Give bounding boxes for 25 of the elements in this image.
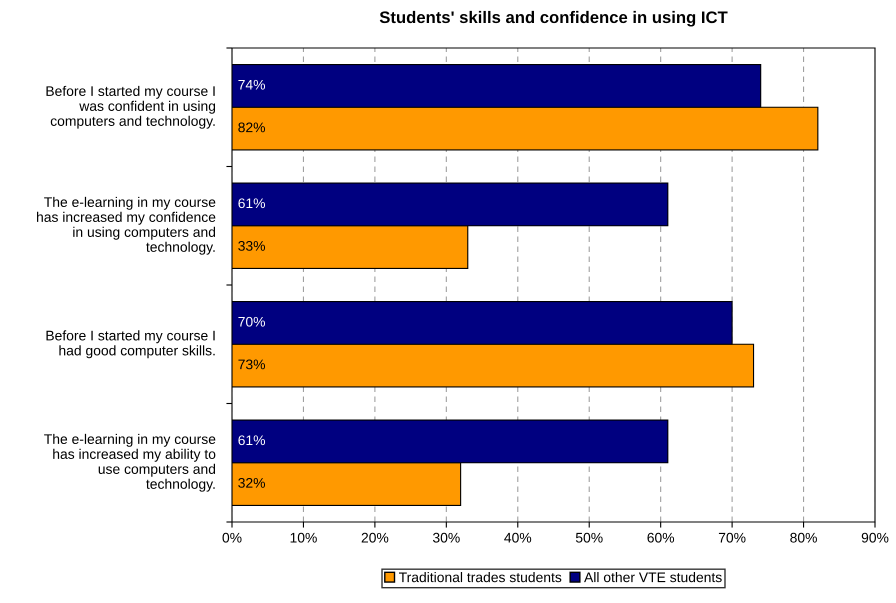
x-tick-label: 60% [647,532,674,543]
x-tick-label: 0% [222,532,242,543]
x-tick-label: 20% [362,532,388,543]
data-label: 82% [238,122,266,132]
data-label: 70% [238,316,266,327]
x-tick-label: 10% [290,532,317,543]
x-tick-label: 80% [790,532,817,543]
data-label: 74% [238,80,266,90]
y-tick-label: Before I started my course I was confident in using computers and technology. [46,86,216,129]
x-tick-label: 50% [576,532,603,543]
x-tick-label: 30% [432,532,460,543]
legend-label: All other VTE students [584,572,722,582]
data-label: 61% [238,198,266,208]
x-tick-label: 40% [504,532,532,543]
data-label: 61% [238,435,266,446]
data-label: 73% [238,359,266,370]
y-tick-label: Before I started my course I had good computer skills. [46,330,215,358]
data-label: 32% [238,478,266,488]
chart-title: Students' skills and confidence in using ICT [380,10,728,27]
x-tick-label: 70% [718,532,746,543]
y-tick-label: The e-learning in my course has increased my confidence in using computers and technology. [37,196,216,255]
data-label: 33% [238,240,266,251]
y-tick-label: The e-learning in my course has increased my ability to use computers and technology. [44,434,216,492]
x-tick-label: 90% [862,532,888,543]
legend-label: Traditional trades students [398,572,562,582]
